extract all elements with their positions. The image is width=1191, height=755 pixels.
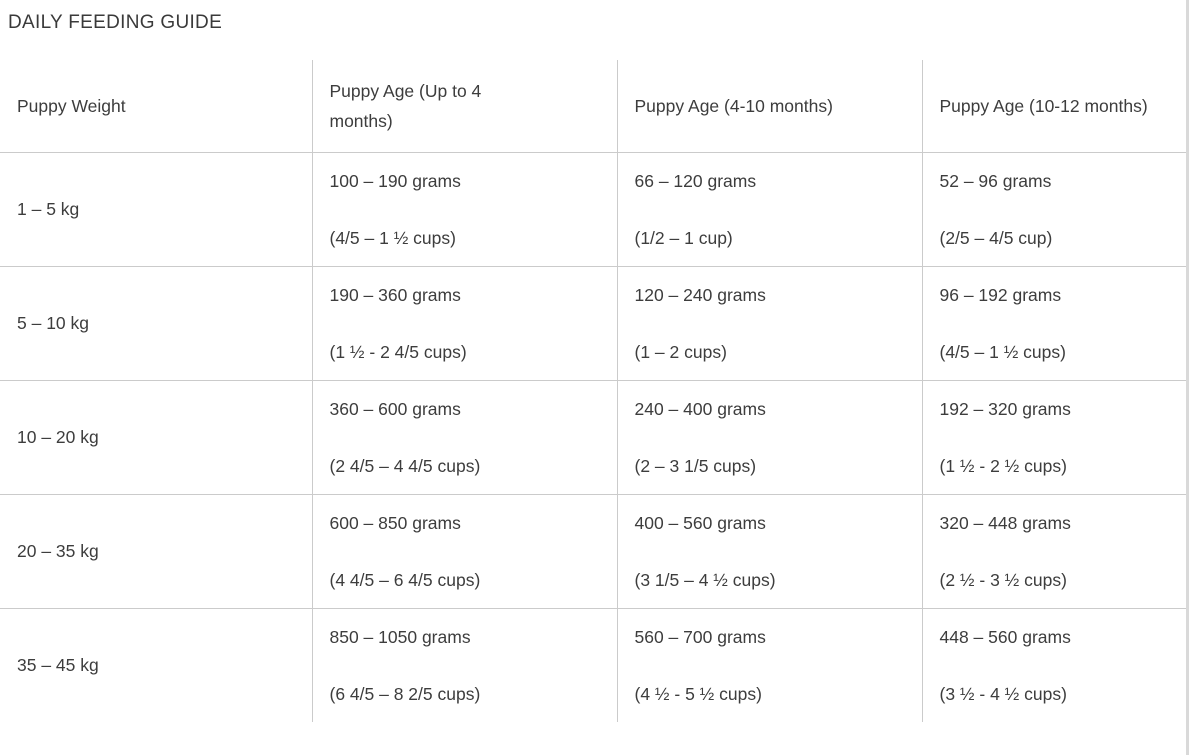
- cups-text: (3 ½ - 4 ½ cups): [939, 683, 1067, 704]
- column-header-label: Puppy Age (Up to 4 months): [329, 80, 482, 131]
- amount-cell: 66 – 120 grams (1/2 – 1 cup): [617, 152, 923, 267]
- weight-cell: 35 – 45 kg: [0, 608, 313, 722]
- grams-text: 240 – 400 grams: [634, 398, 766, 419]
- grams-text: 400 – 560 grams: [634, 512, 766, 533]
- cups-text: (2 ½ - 3 ½ cups): [939, 569, 1067, 590]
- weight-cell: 10 – 20 kg: [0, 380, 313, 495]
- grams-text: 100 – 190 grams: [329, 170, 461, 191]
- cups-text: (2 – 3 1/5 cups): [634, 455, 757, 476]
- table-row: 35 – 45 kg 850 – 1050 grams (6 4/5 – 8 2…: [0, 608, 1186, 722]
- grams-text: 320 – 448 grams: [939, 512, 1071, 533]
- cups-text: (6 4/5 – 8 2/5 cups): [329, 683, 481, 704]
- grams-text: 52 – 96 grams: [939, 170, 1052, 191]
- cups-text: (1 – 2 cups): [634, 341, 727, 362]
- column-header-puppy-weight: Puppy Weight: [0, 60, 313, 153]
- weight-cell: 5 – 10 kg: [0, 266, 313, 381]
- cups-text: (1 ½ - 2 ½ cups): [939, 455, 1067, 476]
- grams-text: 600 – 850 grams: [329, 512, 461, 533]
- amount-cell: 600 – 850 grams (4 4/5 – 6 4/5 cups): [312, 494, 618, 609]
- grams-text: 448 – 560 grams: [939, 626, 1071, 647]
- cups-text: (3 1/5 – 4 ½ cups): [634, 569, 776, 590]
- cups-text: (2/5 – 4/5 cup): [939, 227, 1053, 248]
- amount-cell: 400 – 560 grams (3 1/5 – 4 ½ cups): [617, 494, 923, 609]
- amount-cell: 360 – 600 grams (2 4/5 – 4 4/5 cups): [312, 380, 618, 495]
- grams-text: 96 – 192 grams: [939, 284, 1062, 305]
- grams-text: 360 – 600 grams: [329, 398, 461, 419]
- column-header-age-up-to-4-months: Puppy Age (Up to 4 months): [312, 60, 618, 153]
- column-header-age-4-10-months: Puppy Age (4-10 months): [617, 60, 923, 153]
- grams-text: 66 – 120 grams: [634, 170, 757, 191]
- cups-text: (4/5 – 1 ½ cups): [939, 341, 1066, 362]
- table-row: 20 – 35 kg 600 – 850 grams (4 4/5 – 6 4/…: [0, 494, 1186, 609]
- amount-cell: 448 – 560 grams (3 ½ - 4 ½ cups): [922, 608, 1186, 722]
- grams-text: 192 – 320 grams: [939, 398, 1071, 419]
- amount-cell: 100 – 190 grams (4/5 – 1 ½ cups): [312, 152, 618, 267]
- amount-cell: 560 – 700 grams (4 ½ - 5 ½ cups): [617, 608, 923, 722]
- cups-text: (4 4/5 – 6 4/5 cups): [329, 569, 481, 590]
- grams-text: 120 – 240 grams: [634, 284, 766, 305]
- weight-cell: 20 – 35 kg: [0, 494, 313, 609]
- amount-cell: 850 – 1050 grams (6 4/5 – 8 2/5 cups): [312, 608, 618, 722]
- grams-text: 190 – 360 grams: [329, 284, 461, 305]
- cups-text: (2 4/5 – 4 4/5 cups): [329, 455, 481, 476]
- cups-text: (1/2 – 1 cup): [634, 227, 733, 248]
- header-row: Puppy Weight Puppy Age (Up to 4 months) …: [0, 60, 1186, 153]
- table-row: 1 – 5 kg 100 – 190 grams (4/5 – 1 ½ cups…: [0, 152, 1186, 267]
- amount-cell: 240 – 400 grams (2 – 3 1/5 cups): [617, 380, 923, 495]
- amount-cell: 192 – 320 grams (1 ½ - 2 ½ cups): [922, 380, 1186, 495]
- weight-cell: 1 – 5 kg: [0, 152, 313, 267]
- scrollbar-track[interactable]: [1186, 0, 1189, 755]
- cups-text: (4/5 – 1 ½ cups): [329, 227, 456, 248]
- table-row: 10 – 20 kg 360 – 600 grams (2 4/5 – 4 4/…: [0, 380, 1186, 495]
- amount-cell: 320 – 448 grams (2 ½ - 3 ½ cups): [922, 494, 1186, 609]
- grams-text: 850 – 1050 grams: [329, 626, 471, 647]
- cups-text: (4 ½ - 5 ½ cups): [634, 683, 762, 704]
- cups-text: (1 ½ - 2 4/5 cups): [329, 341, 467, 362]
- feeding-table-container: Puppy Weight Puppy Age (Up to 4 months) …: [0, 60, 1186, 722]
- column-header-age-10-12-months: Puppy Age (10-12 months): [922, 60, 1186, 153]
- amount-cell: 120 – 240 grams (1 – 2 cups): [617, 266, 923, 381]
- amount-cell: 190 – 360 grams (1 ½ - 2 4/5 cups): [312, 266, 618, 381]
- column-header-label: Puppy Age (10-12 months): [939, 95, 1148, 116]
- column-header-label: Puppy Weight: [17, 95, 126, 116]
- amount-cell: 52 – 96 grams (2/5 – 4/5 cup): [922, 152, 1186, 267]
- table-row: 5 – 10 kg 190 – 360 grams (1 ½ - 2 4/5 c…: [0, 266, 1186, 381]
- daily-feeding-table: Puppy Weight Puppy Age (Up to 4 months) …: [0, 60, 1186, 722]
- amount-cell: 96 – 192 grams (4/5 – 1 ½ cups): [922, 266, 1186, 381]
- column-header-label: Puppy Age (4-10 months): [634, 95, 833, 116]
- grams-text: 560 – 700 grams: [634, 626, 766, 647]
- page-title: DAILY FEEDING GUIDE: [8, 12, 223, 33]
